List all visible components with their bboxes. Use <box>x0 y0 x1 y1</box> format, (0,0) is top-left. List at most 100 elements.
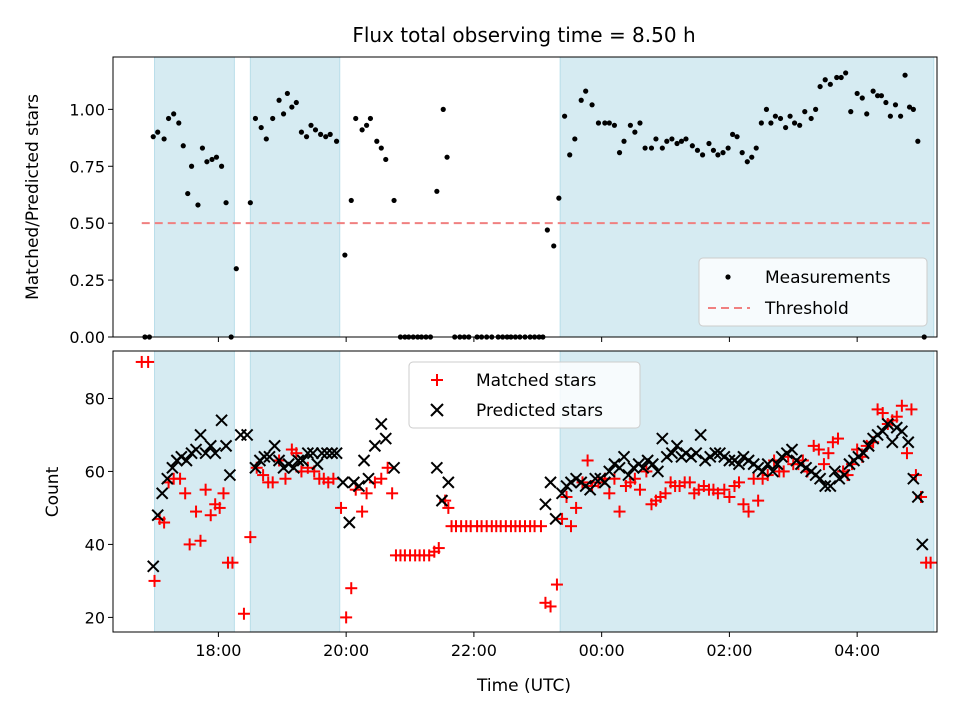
point-predicted-stars <box>352 479 366 493</box>
point-predicted-stars <box>569 472 583 485</box>
point-measurements <box>602 120 608 126</box>
cross-b <box>430 461 444 474</box>
point-measurements <box>363 122 370 128</box>
point-measurements <box>289 104 295 110</box>
cross-b <box>249 461 262 474</box>
cross-b <box>147 560 160 573</box>
cross-b <box>617 450 631 464</box>
point-predicted-stars <box>824 479 837 493</box>
point-predicted-stars <box>890 421 903 434</box>
point-predicted-stars <box>785 443 799 456</box>
cross-b <box>636 461 650 474</box>
point-measurements <box>897 113 904 119</box>
point-measurements <box>648 145 655 151</box>
point-matched-stars <box>564 520 577 533</box>
cross-b <box>194 428 207 442</box>
top-yticks: 0.00 0.25 0.50 0.75 1.00 <box>69 100 113 347</box>
point-predicted-stars <box>775 450 788 464</box>
legend-measurements-marker <box>725 274 731 280</box>
point-measurements <box>659 145 665 151</box>
point-measurements <box>276 97 282 103</box>
point-measurements <box>308 122 314 128</box>
point-measurements <box>864 111 870 117</box>
point-measurements <box>578 97 584 103</box>
cross-b <box>347 476 361 489</box>
point-matched-stars <box>199 483 212 496</box>
point-predicted-stars <box>627 461 640 474</box>
point-measurements <box>637 120 643 126</box>
point-matched-stars <box>737 498 750 511</box>
cross-b <box>684 450 698 464</box>
point-predicted-stars <box>189 443 203 456</box>
point-predicted-stars <box>833 472 846 485</box>
point-matched-stars <box>148 574 161 587</box>
point-predicted-stars <box>613 461 626 474</box>
point-matched-stars <box>244 531 257 544</box>
point-matched-stars <box>279 472 292 485</box>
point-predicted-stars <box>442 476 455 489</box>
point-measurements <box>199 145 206 151</box>
point-matched-stars <box>846 458 859 471</box>
ytick-label: 0.25 <box>69 271 105 290</box>
cross-b <box>175 450 188 464</box>
top-legend: Measurements Threshold <box>698 257 928 327</box>
point-measurements <box>632 129 638 135</box>
cross-b <box>723 454 736 467</box>
point-matched-stars <box>752 494 765 507</box>
cross-b <box>277 461 290 474</box>
point-measurements <box>263 136 269 142</box>
point-predicted-stars <box>684 450 698 464</box>
point-measurements <box>176 120 182 126</box>
point-measurements <box>843 70 849 76</box>
point-predicted-stars <box>223 468 237 482</box>
point-predicted-stars <box>194 428 207 442</box>
point-predicted-stars <box>862 439 875 453</box>
cross-b <box>569 472 583 485</box>
point-predicted-stars <box>147 560 160 573</box>
point-measurements <box>204 159 210 165</box>
point-matched-stars <box>890 410 903 423</box>
point-measurements <box>342 252 348 258</box>
point-predicted-stars <box>215 414 228 427</box>
point-predicted-stars <box>208 446 222 460</box>
point-predicted-stars <box>379 432 392 445</box>
point-measurements <box>758 120 764 126</box>
cross-b <box>263 450 276 464</box>
chart-title: Flux total observing time = 8.50 h <box>352 23 695 47</box>
point-measurements <box>706 140 712 147</box>
cross-b <box>215 414 228 427</box>
point-measurements <box>233 266 239 272</box>
point-matched-stars <box>266 476 279 489</box>
cross-b <box>598 476 612 489</box>
point-measurements <box>171 111 177 117</box>
point-predicted-stars <box>723 454 736 467</box>
point-matched-stars <box>581 454 594 467</box>
cross-b <box>330 446 343 460</box>
point-predicted-stars <box>617 450 631 464</box>
point-measurements <box>854 90 860 97</box>
measurement-points <box>142 70 927 340</box>
cross-b <box>916 538 929 551</box>
cross-b <box>890 421 903 434</box>
legend-matched-marker <box>431 374 443 386</box>
xtick-label: 04:00 <box>834 641 880 660</box>
cross-b <box>343 516 356 529</box>
point-predicted-stars <box>794 457 808 471</box>
xtick-label: 02:00 <box>706 641 752 660</box>
cross-b <box>352 479 366 493</box>
point-matched-stars <box>822 447 835 460</box>
point-predicted-stars <box>368 439 382 453</box>
cross-b <box>660 450 674 464</box>
ytick-label: 60 <box>85 462 105 481</box>
cross-b <box>862 439 875 453</box>
cross-b <box>442 476 455 489</box>
point-measurements <box>161 136 167 142</box>
cross-b <box>833 472 846 485</box>
point-predicted-stars <box>166 461 179 474</box>
point-matched-stars <box>301 461 314 474</box>
point-predicted-stars <box>204 439 217 453</box>
point-measurements <box>772 113 778 119</box>
point-measurements <box>589 102 595 108</box>
point-matched-stars <box>158 516 171 529</box>
